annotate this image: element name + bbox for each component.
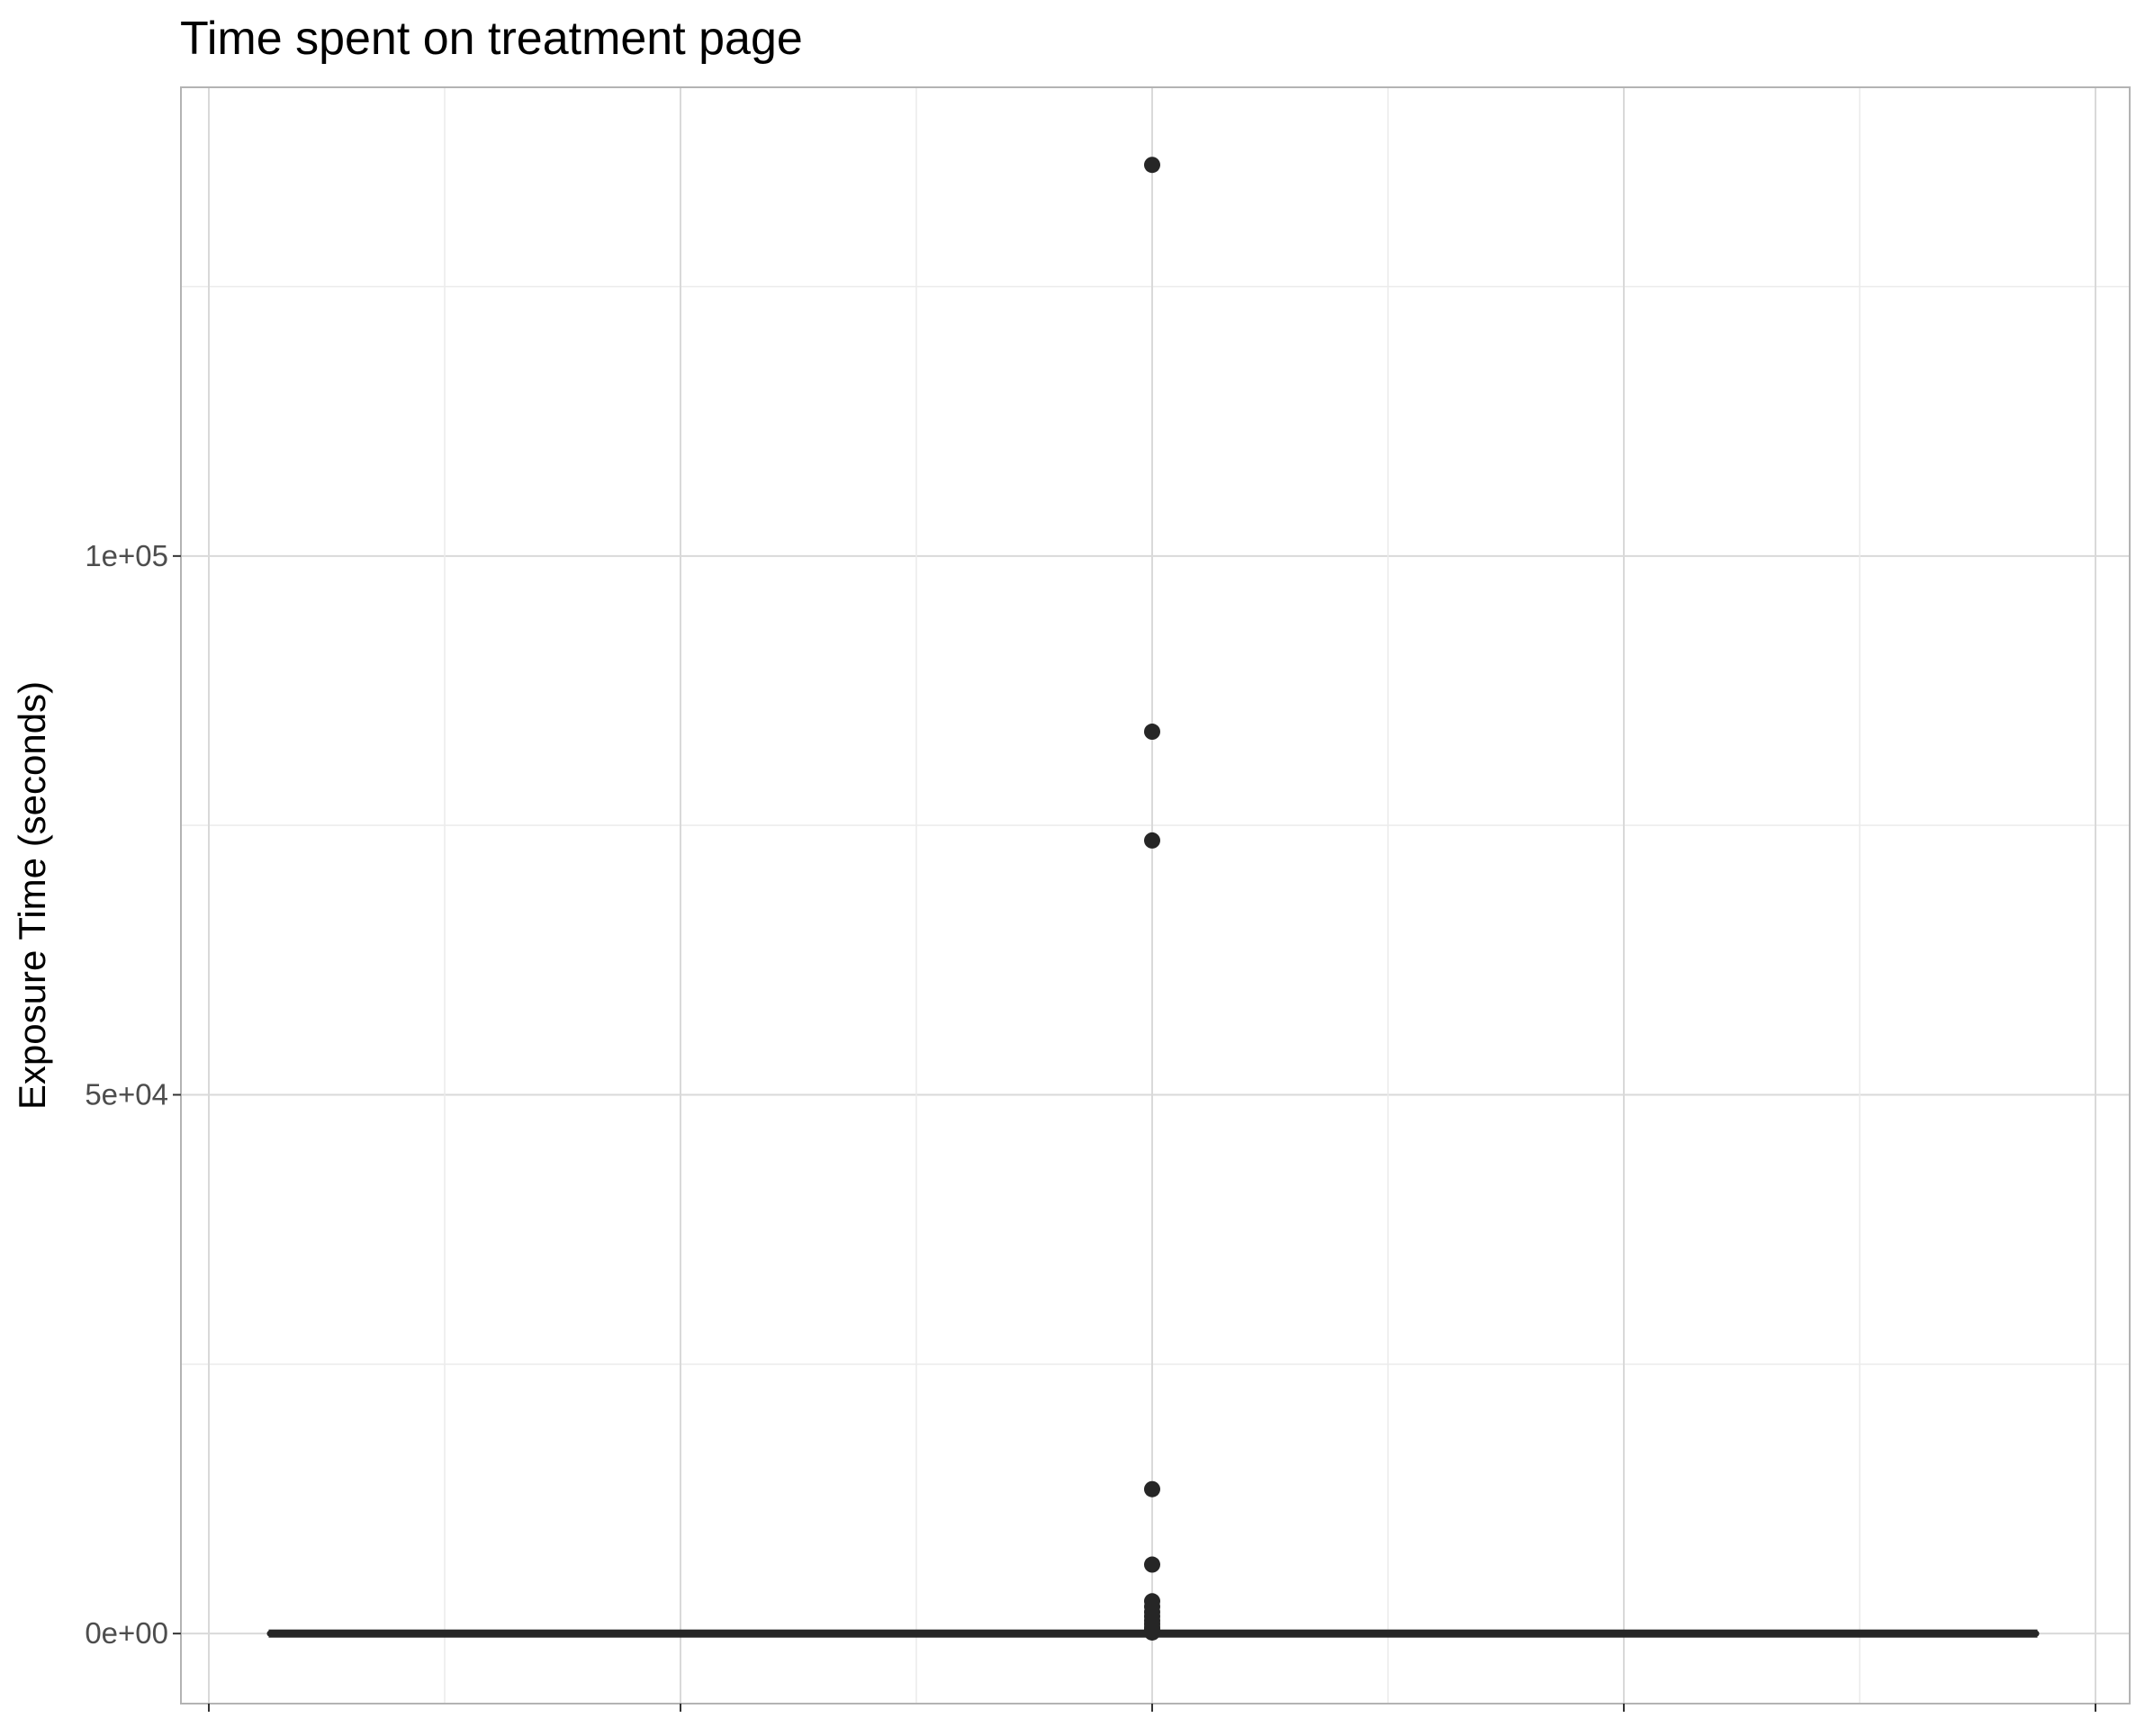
- outlier-point: [1144, 1556, 1160, 1573]
- y-tick-label: 1e+05: [85, 539, 168, 572]
- outlier-point: [1144, 724, 1160, 741]
- marks-layer: [266, 157, 2040, 1641]
- y-axis-title: Exposure Time (seconds): [11, 681, 53, 1110]
- outlier-point: [1144, 157, 1160, 174]
- outlier-point: [1144, 832, 1160, 849]
- grid-layer: [181, 87, 2130, 1704]
- outlier-point: [1144, 1480, 1160, 1498]
- y-tick-labels: 0e+00 5e+04 1e+05: [85, 539, 2096, 1712]
- chart-title: Time spent on treatment page: [180, 13, 803, 65]
- y-tick-label: 0e+00: [85, 1616, 168, 1650]
- outlier-point: [1144, 1624, 1160, 1641]
- panel-border: [180, 86, 2131, 1705]
- y-tick-label: 5e+04: [85, 1078, 168, 1111]
